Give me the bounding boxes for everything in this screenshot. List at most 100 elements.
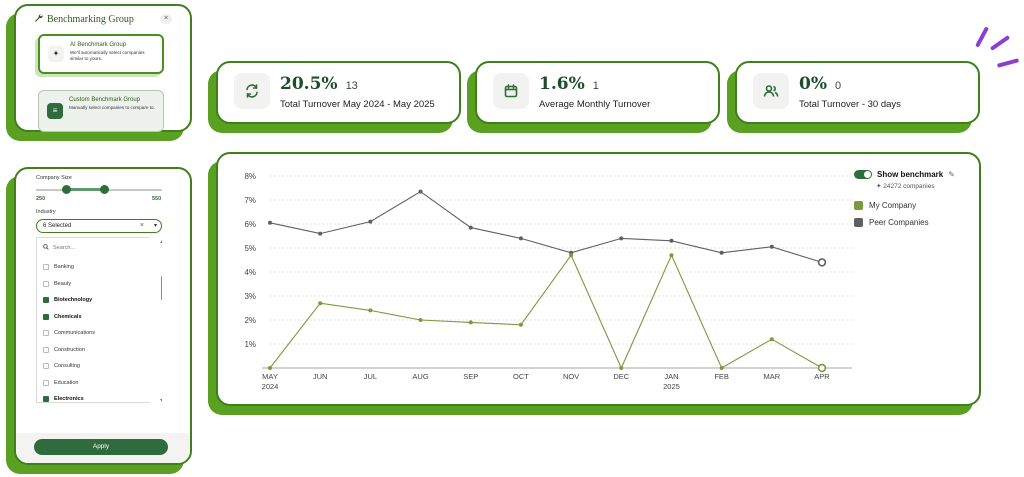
industry-list: Search... Banking Beauty Biotechnology Chem…: [36, 237, 162, 403]
data-point: [418, 189, 423, 194]
industry-option[interactable]: Beauty: [43, 280, 71, 287]
data-point: [769, 337, 774, 342]
industry-option-label: Chemicals: [54, 313, 82, 320]
x-tick-label: NOV: [563, 372, 579, 381]
industry-option[interactable]: Biotechnology: [43, 297, 92, 303]
industry-option-label: Education: [54, 379, 79, 386]
industry-option[interactable]: Banking: [43, 264, 74, 270]
decorative-stroke: [996, 58, 1020, 68]
stat-label: Average Monthly Turnover: [539, 99, 651, 110]
stat-card-average-monthly: 1.6% 1 Average Monthly Turnover: [475, 61, 720, 124]
ai-benchmark-desc: We'll automatically select companies sim…: [70, 50, 145, 61]
custom-benchmark-desc: Manually select companies to compare to.: [69, 105, 155, 110]
industry-select-value: 6 Selected: [43, 223, 72, 229]
ai-benchmark-option[interactable]: ✦ AI Benchmark Group We'll automatically…: [38, 34, 164, 74]
checkbox-icon[interactable]: [43, 330, 49, 336]
size-slider-max-handle[interactable]: [100, 185, 109, 194]
benchmark-companies-count: 24272 companies: [883, 183, 935, 190]
decorative-stroke: [989, 35, 1011, 51]
industry-option-label: Consulting: [54, 363, 80, 369]
checkbox-icon[interactable]: [43, 280, 49, 287]
industry-option[interactable]: Construction: [43, 346, 85, 353]
data-point: [368, 219, 373, 224]
y-tick-label: 8%: [244, 172, 256, 181]
x-tick-label: MAY: [262, 372, 278, 381]
x-tick-label: MAR: [763, 372, 780, 381]
users-icon: [753, 73, 789, 109]
data-point: [368, 308, 373, 313]
stat-label: Total Turnover - 30 days: [799, 99, 901, 110]
checkbox-icon[interactable]: [43, 264, 49, 270]
data-point: [518, 322, 523, 327]
size-slider-min-handle[interactable]: [62, 185, 71, 194]
checkbox-checked-icon[interactable]: [43, 313, 49, 320]
industry-search[interactable]: Search...: [43, 244, 75, 252]
data-point: [619, 366, 624, 370]
series-line-peer-companies: [269, 190, 823, 263]
show-benchmark-label: Show benchmark: [877, 170, 944, 179]
y-tick-label: 7%: [244, 196, 256, 205]
data-point: [318, 231, 323, 236]
checkbox-icon[interactable]: [43, 363, 49, 369]
x-tick-label: FEB: [714, 372, 729, 381]
custom-benchmark-title: Custom Benchmark Group: [69, 97, 141, 103]
y-tick-label: 3%: [244, 292, 256, 301]
benchmarking-group-header: Benchmarking Group: [34, 13, 134, 25]
show-benchmark-toggle[interactable]: [854, 170, 872, 179]
data-point: [418, 318, 423, 322]
x-tick-label: SEP: [463, 372, 478, 381]
x-tick-label: JUN: [313, 372, 328, 381]
sliders-icon: ≡: [47, 103, 63, 119]
industry-option-label: Communications: [54, 330, 95, 336]
checkbox-icon[interactable]: [43, 379, 49, 386]
industry-option[interactable]: Electronics: [43, 396, 84, 402]
checkbox-checked-icon[interactable]: [43, 396, 49, 402]
y-tick-label: 1%: [244, 340, 256, 349]
stat-count: 0: [834, 80, 842, 92]
custom-benchmark-option[interactable]: ≡ Custom Benchmark Group Manually select…: [38, 90, 164, 132]
benchmark-toggle-row: Show benchmark ✎: [854, 170, 955, 179]
data-point: [268, 220, 272, 225]
data-point: [719, 366, 724, 370]
legend-label: Peer Companies: [869, 218, 929, 227]
stat-value: 0%: [799, 74, 827, 94]
decorative-stroke: [975, 26, 989, 48]
industry-option-label: Banking: [54, 264, 74, 270]
company-size-label: Company Size: [36, 175, 72, 181]
legend-item-my-company: My Company: [854, 201, 916, 210]
sparkle-icon: ✦: [876, 183, 882, 190]
series-line-my-company: [269, 253, 823, 370]
clear-icon[interactable]: ×: [139, 222, 144, 229]
data-point: [669, 253, 674, 258]
stat-value: 20.5%: [280, 74, 338, 94]
filter-panel: Company Size 250 550 Industry 6 Selected…: [14, 167, 192, 465]
industry-label: Industry: [36, 209, 56, 215]
checkbox-icon[interactable]: [43, 346, 49, 353]
industry-option[interactable]: Consulting: [43, 363, 80, 369]
data-point: [518, 236, 523, 241]
data-point: [318, 301, 323, 306]
x-year-label: 2024: [262, 382, 279, 391]
pencil-icon[interactable]: ✎: [948, 170, 955, 179]
sparkle-icon: ✦: [48, 46, 64, 62]
checkbox-checked-icon[interactable]: [43, 297, 49, 303]
industry-option[interactable]: Chemicals: [43, 313, 82, 320]
industry-option-label: Electronics: [54, 396, 84, 402]
stat-value: 1.6%: [539, 74, 585, 94]
x-tick-label: JAN: [664, 372, 678, 381]
industry-option[interactable]: Communications: [43, 330, 95, 336]
industry-select[interactable]: 6 Selected × ▾: [36, 219, 162, 233]
calendar-icon: [493, 73, 529, 109]
industry-option[interactable]: Education: [43, 379, 79, 386]
apply-button[interactable]: Apply: [34, 439, 168, 455]
scrollbar[interactable]: [159, 238, 162, 404]
stat-count: 13: [345, 80, 358, 92]
size-max-value: 550: [152, 196, 162, 202]
wrench-icon: [34, 13, 43, 25]
data-point: [468, 225, 473, 230]
data-point: [817, 363, 827, 373]
x-tick-label: DEC: [613, 372, 629, 381]
chevron-down-icon[interactable]: ▾: [153, 223, 157, 229]
close-button[interactable]: ×: [160, 14, 172, 24]
